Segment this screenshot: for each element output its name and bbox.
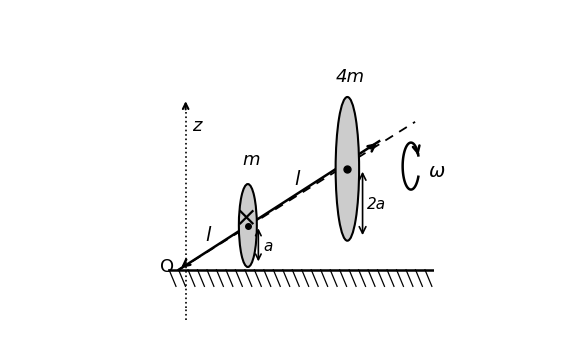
Text: 2a: 2a [367, 197, 386, 212]
Ellipse shape [239, 184, 257, 267]
Text: m: m [242, 151, 260, 169]
Text: 4m: 4m [336, 68, 365, 86]
Text: a: a [263, 239, 272, 254]
Ellipse shape [336, 97, 359, 241]
Text: ω: ω [429, 162, 445, 181]
Text: $\it{l}$: $\it{l}$ [294, 171, 301, 190]
Text: O: O [161, 258, 175, 276]
Text: $\it{l}$: $\it{l}$ [206, 226, 213, 245]
Text: z: z [192, 117, 201, 135]
